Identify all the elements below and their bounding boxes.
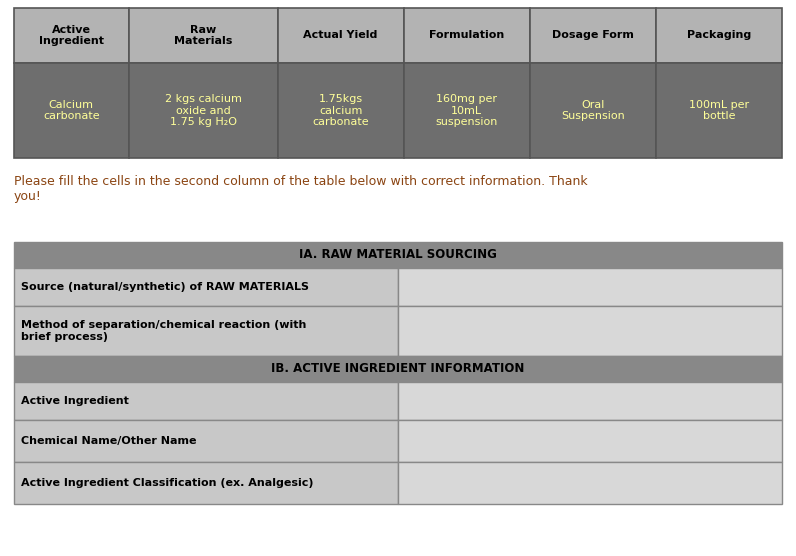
Text: Method of separation/chemical reaction (with
brief process): Method of separation/chemical reaction (… (21, 320, 306, 342)
Bar (14, 63, 129, 158)
Text: Source (natural/synthetic) of RAW MATERIALS: Source (natural/synthetic) of RAW MATERI… (21, 282, 309, 292)
Bar (129, 8, 278, 63)
Bar (278, 8, 404, 63)
Bar (398, 420, 782, 462)
Text: Active Ingredient: Active Ingredient (21, 396, 129, 406)
Text: Active
Ingredient: Active Ingredient (39, 24, 103, 46)
Bar (14, 242, 782, 268)
Text: 100mL per
bottle: 100mL per bottle (689, 100, 749, 121)
Text: IA. RAW MATERIAL SOURCING: IA. RAW MATERIAL SOURCING (299, 249, 497, 261)
Text: Raw
Materials: Raw Materials (174, 24, 232, 46)
Text: Calcium
carbonate: Calcium carbonate (43, 100, 100, 121)
Text: 1.75kgs
calcium
carbonate: 1.75kgs calcium carbonate (312, 94, 369, 127)
Text: Formulation: Formulation (429, 31, 505, 41)
Bar (14, 462, 398, 504)
Text: Active Ingredient Classification (ex. Analgesic): Active Ingredient Classification (ex. An… (21, 478, 314, 488)
Bar (129, 63, 278, 158)
Bar (398, 306, 782, 356)
Bar (404, 63, 530, 158)
Bar (398, 268, 782, 306)
Bar (404, 8, 530, 63)
Bar (530, 8, 656, 63)
Text: Actual Yield: Actual Yield (303, 31, 378, 41)
Bar (398, 462, 782, 504)
Bar (14, 306, 398, 356)
Bar (530, 63, 656, 158)
Text: Chemical Name/Other Name: Chemical Name/Other Name (21, 436, 197, 446)
Text: Oral
Suspension: Oral Suspension (561, 100, 625, 121)
Bar (14, 268, 398, 306)
Text: 160mg per
10mL
suspension: 160mg per 10mL suspension (435, 94, 498, 127)
Text: Please fill the cells in the second column of the table below with correct infor: Please fill the cells in the second colu… (14, 175, 587, 203)
Text: Packaging: Packaging (687, 31, 751, 41)
Text: Dosage Form: Dosage Form (552, 31, 634, 41)
Bar (14, 382, 398, 420)
Bar (14, 8, 129, 63)
Bar (398, 382, 782, 420)
Bar (656, 63, 782, 158)
Bar (14, 356, 782, 382)
Bar (278, 63, 404, 158)
Bar (14, 420, 398, 462)
Bar (656, 8, 782, 63)
Text: IB. ACTIVE INGREDIENT INFORMATION: IB. ACTIVE INGREDIENT INFORMATION (271, 363, 525, 375)
Text: 2 kgs calcium
oxide and
1.75 kg H₂O: 2 kgs calcium oxide and 1.75 kg H₂O (165, 94, 241, 127)
